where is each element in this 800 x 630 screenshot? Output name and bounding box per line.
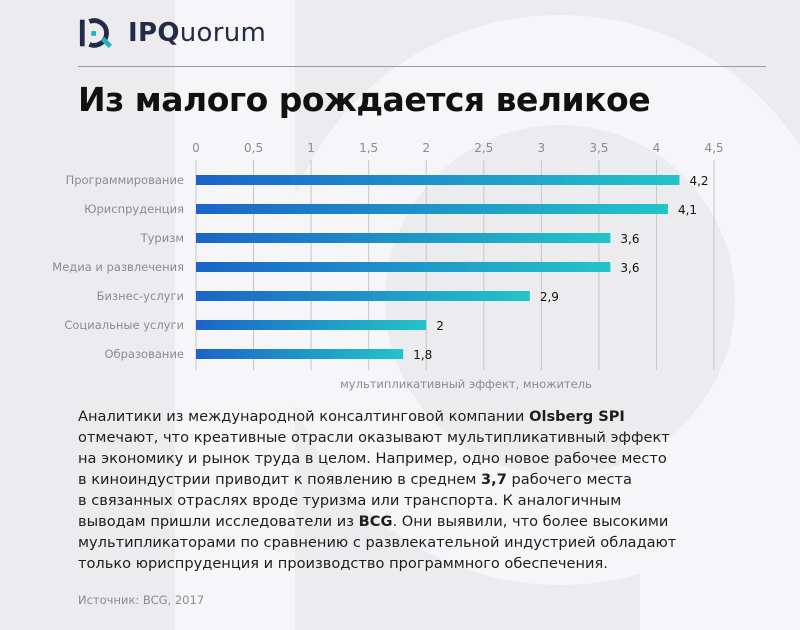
- data-label: 1,8: [413, 348, 432, 362]
- body-line: Аналитики из международной консалтингово…: [78, 406, 768, 427]
- category-label: Социальные услуги: [64, 318, 184, 332]
- category-label: Медиа и развлечения: [52, 260, 184, 274]
- bar: [196, 233, 611, 243]
- body-run: в киноиндустрии приводит к появлению в с…: [78, 471, 482, 488]
- body-paragraph: Аналитики из международной консалтингово…: [78, 406, 768, 574]
- data-label: 4,2: [689, 174, 708, 188]
- category-label: Программирование: [66, 173, 184, 187]
- bar: [196, 349, 404, 359]
- body-run: только юриспруденция и производство прог…: [78, 555, 608, 572]
- bar: [196, 320, 427, 330]
- body-emphasis: 3,7: [481, 471, 507, 488]
- body-line: в киноиндустрии приводит к появлению в с…: [78, 469, 768, 490]
- x-tick-label: 1,5: [359, 141, 378, 155]
- body-line: мультипликаторами по сравнению с развлек…: [78, 532, 768, 553]
- body-line: в связанных отраслях вроде туризма или т…: [78, 490, 768, 511]
- category-label: Образование: [104, 347, 184, 361]
- category-label: Бизнес-услуги: [97, 289, 184, 303]
- data-label: 3,6: [620, 261, 639, 275]
- bar: [196, 175, 680, 185]
- bar-chart-svg: 0 0,5 1 1,5 2 2,5 3 3,5 4 4,5 Программирование 4,2 Ю…: [52, 141, 723, 391]
- body-run: в связанных отраслях вроде туризма или т…: [78, 492, 622, 509]
- brand-name-rest: uorum: [179, 18, 267, 48]
- data-label: 2: [436, 319, 444, 333]
- x-axis-label: мультипликативный эффект, множитель: [340, 377, 592, 391]
- bar: [196, 204, 668, 214]
- body-emphasis: Olsberg SPI: [529, 408, 625, 425]
- header-divider: [78, 66, 766, 67]
- brand-name: IPQuorum: [128, 18, 266, 48]
- body-line: отмечают, что креативные отрасли оказыва…: [78, 427, 768, 448]
- data-label: 2,9: [540, 290, 559, 304]
- brand-name-bold: IPQ: [128, 18, 180, 48]
- x-tick-label: 3,5: [589, 141, 608, 155]
- x-tick-label: 2: [422, 141, 430, 155]
- source-note: Источник: BCG, 2017: [78, 593, 205, 607]
- bar-chart: 0 0,5 1 1,5 2 2,5 3 3,5 4 4,5 Программирование 4,2 Ю…: [0, 130, 800, 404]
- body-line: только юриспруденция и производство прог…: [78, 553, 768, 574]
- data-label: 4,1: [678, 203, 697, 217]
- x-tick-label: 4: [653, 141, 661, 155]
- page-title: Из малого рождается великое: [78, 80, 651, 119]
- data-label: 3,6: [620, 232, 639, 246]
- body-run: отмечают, что креативные отрасли оказыва…: [78, 429, 670, 446]
- header: IPQuorum: [78, 14, 266, 52]
- body-run: мультипликаторами по сравнению с развлек…: [78, 534, 677, 551]
- body-run: . Они выявили, что более высокими: [392, 513, 669, 530]
- x-tick-label: 4,5: [704, 141, 723, 155]
- bar: [196, 291, 530, 301]
- x-tick-label: 1: [307, 141, 315, 155]
- body-run: на экономику и рынок труда в целом. Напр…: [78, 450, 667, 467]
- x-tick-label: 0,5: [244, 141, 263, 155]
- body-line: выводам пришли исследователи из BCG. Они…: [78, 511, 768, 532]
- x-tick-label: 2,5: [474, 141, 493, 155]
- bar: [196, 262, 611, 272]
- body-run: Аналитики из международной консалтингово…: [78, 408, 530, 425]
- category-label: Туризм: [140, 231, 184, 245]
- category-label: Юриспруденция: [84, 202, 184, 216]
- body-line: на экономику и рынок труда в целом. Напр…: [78, 448, 768, 469]
- body-run: выводам пришли исследователи из: [78, 513, 359, 530]
- x-tick-label: 0: [192, 141, 200, 155]
- x-tick-label: 3: [538, 141, 546, 155]
- body-emphasis: BCG: [358, 513, 393, 530]
- ipquorum-logo-icon: [79, 18, 112, 48]
- body-run: рабочего места: [506, 471, 632, 488]
